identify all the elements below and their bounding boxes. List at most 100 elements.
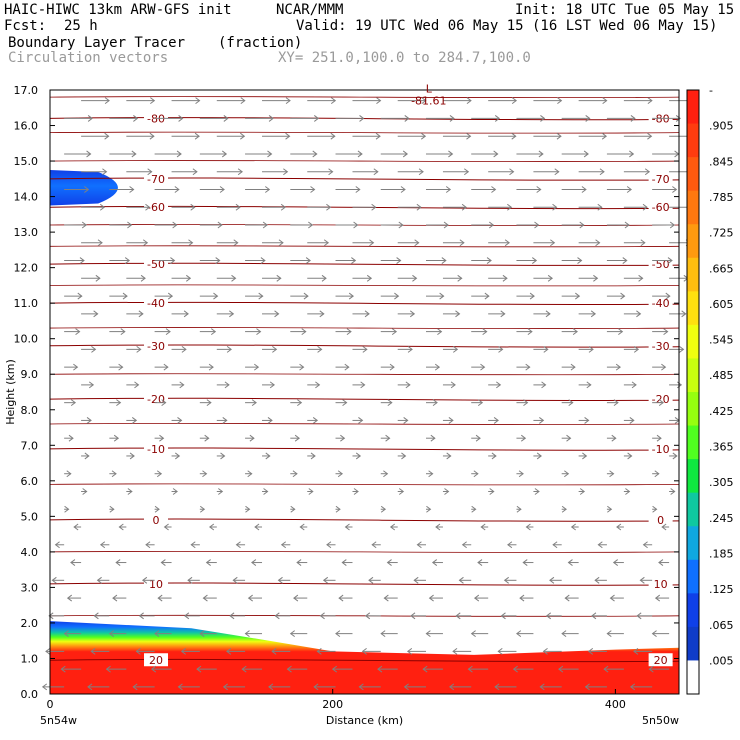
vector-arrowhead: [672, 186, 678, 193]
vector-arrowhead: [570, 363, 576, 371]
vector-arrowhead: [567, 559, 573, 566]
vector-arrowhead: [466, 132, 472, 140]
vector-arrowhead: [380, 630, 386, 637]
vector-arrowhead: [663, 328, 669, 335]
vector-arrowhead: [670, 488, 676, 495]
vector-arrowhead: [217, 221, 223, 229]
vector-arrowhead: [633, 647, 639, 655]
vector-arrowhead: [620, 292, 626, 300]
vector-arrowhead: [368, 576, 374, 584]
vector-arrowhead: [313, 115, 320, 122]
vector-arrowhead: [160, 559, 166, 566]
vector-arrowhead: [124, 257, 131, 264]
vector-arrowhead: [196, 665, 202, 673]
vector-arrowhead: [322, 576, 329, 584]
vector-arrowhead: [552, 541, 558, 549]
vector-arrowhead: [455, 310, 461, 318]
vector-field-name: Circulation vectors: [8, 50, 169, 66]
colorbar-swatch: [687, 660, 699, 695]
vector-arrowhead: [235, 541, 241, 549]
vector-arrowhead: [235, 203, 241, 211]
init-time: Init: 18 UTC Tue 05 May 15: [515, 2, 735, 18]
vector-arrowhead: [458, 576, 464, 584]
x-tick-label: 0: [47, 698, 54, 711]
vector-arrowhead: [219, 186, 225, 193]
colorbar-label: .065: [709, 619, 734, 632]
vector-arrowhead: [525, 363, 531, 371]
vector-arrowhead: [636, 310, 642, 318]
vector-arrowhead: [290, 505, 296, 513]
vector-arrowhead: [240, 132, 246, 140]
vector-arrowhead: [594, 576, 600, 584]
vector-arrowhead: [475, 434, 481, 442]
vector-arrowhead: [165, 328, 171, 335]
vector-arrowhead: [581, 186, 587, 193]
vector-arrowhead: [256, 328, 262, 335]
isotherm-label-bg: [648, 338, 673, 352]
vector-arrowhead: [421, 97, 427, 105]
vector-arrowhead: [346, 328, 352, 335]
isotherm-label: -60: [147, 201, 165, 214]
vector-arrowhead: [222, 417, 228, 424]
vector-arrowhead: [491, 452, 497, 460]
vector-arrowhead: [633, 345, 640, 353]
vector-arrowhead: [105, 665, 111, 673]
vector-arrowhead: [638, 274, 644, 282]
y-tick-label: 15.0: [14, 155, 39, 168]
isotherm-line: [49, 518, 680, 522]
colorbar-label: .305: [709, 476, 734, 489]
vector-arrowhead: [176, 150, 182, 158]
vector-arrowhead: [642, 541, 648, 549]
org-label: NCAR/MMM: [276, 2, 344, 18]
vector-arrowhead: [254, 523, 260, 531]
vector-arrowhead: [330, 97, 337, 105]
vector-arrowhead: [547, 274, 553, 282]
vector-arrowhead: [394, 292, 400, 300]
x-end-label-right: 5n50w: [642, 714, 679, 727]
vector-arrowhead: [150, 97, 156, 105]
vector-arrowhead: [529, 292, 535, 300]
y-tick-label: 5.0: [21, 510, 39, 523]
vector-arrowhead: [132, 683, 138, 691]
colorbar-swatch: [687, 626, 699, 661]
vector-arrowhead: [629, 683, 636, 691]
vector-arrowhead: [115, 559, 121, 566]
vector-arrowhead: [480, 523, 486, 531]
vector-arrowhead: [471, 505, 477, 513]
vector-arrowhead: [373, 168, 379, 176]
vector-arrowhead: [531, 257, 538, 264]
vector-arrowhead: [500, 310, 506, 318]
vector-arrowhead: [564, 594, 570, 602]
isotherm-label-bg: [144, 338, 169, 352]
vector-arrowhead: [473, 594, 480, 602]
vector-arrowhead: [401, 452, 407, 460]
cross-section-coords: XY= 251.0,100.0 to 284.7,100.0: [278, 50, 531, 66]
vector-arrowhead: [656, 434, 662, 442]
vector-arrowhead: [358, 417, 364, 424]
circulation-vectors: [41, 97, 698, 691]
vector-arrowhead: [383, 470, 389, 478]
vector-arrowhead: [416, 541, 422, 549]
isotherm-line: [49, 423, 680, 425]
vector-arrowhead: [377, 665, 383, 673]
vector-arrowhead: [582, 452, 588, 460]
vector-arrowhead: [285, 132, 291, 140]
vector-arrowhead: [601, 132, 608, 140]
vector-arrowhead: [156, 470, 163, 478]
vector-arrowhead: [90, 647, 96, 655]
isotherm-label: -70: [652, 173, 670, 186]
vector-arrowhead: [602, 97, 608, 105]
colorbar-swatch: [687, 392, 699, 427]
vector-arrowhead: [630, 115, 636, 122]
vector-arrowhead: [611, 434, 617, 442]
vector-arrowhead: [461, 203, 467, 211]
vector-arrowhead: [292, 470, 298, 478]
vector-arrowhead: [385, 434, 391, 442]
field-unit: (fraction): [218, 35, 303, 51]
vector-arrowhead: [622, 257, 628, 264]
vector-arrowhead: [265, 452, 271, 460]
colorbar-label: .005: [709, 654, 734, 667]
isotherm-line: [49, 447, 680, 451]
vector-arrowhead: [402, 150, 409, 158]
vector-arrowhead: [145, 203, 151, 211]
